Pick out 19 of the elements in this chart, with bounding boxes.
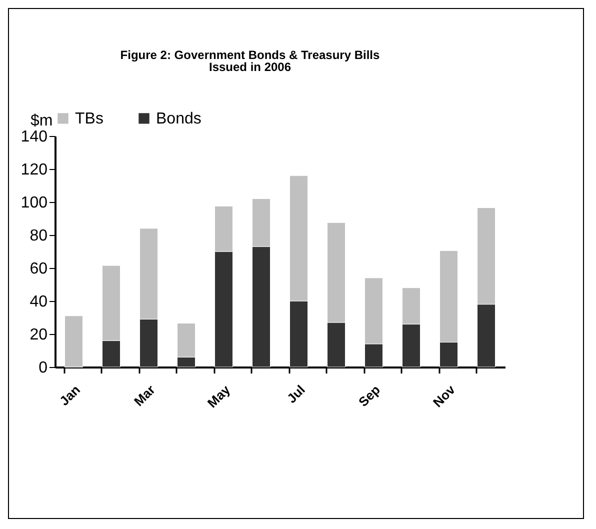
y-axis-title: $m: [30, 112, 53, 130]
y-tick-label: 0: [38, 360, 48, 376]
bar: [64, 316, 83, 368]
legend-label: TBs: [75, 110, 104, 128]
x-tick-label: Nov: [430, 382, 458, 410]
y-tick-label: 120: [20, 162, 48, 178]
x-tick-label: Sep: [355, 382, 383, 410]
x-tick-label: Jul: [284, 382, 308, 406]
y-tick-label: 20: [30, 326, 48, 344]
y-tick-label: 60: [30, 260, 48, 278]
x-tick-label: May: [204, 382, 234, 411]
legend-label: Bonds: [156, 110, 202, 128]
y-tick-label: 40: [30, 294, 48, 310]
y-tick-label: 80: [30, 228, 48, 244]
y-tick-label: 100: [20, 194, 48, 212]
chart-title: Figure 2: Government Bonds & Treasury Bills Issued in 2006: [120, 48, 380, 74]
x-tick-label: Jan: [56, 382, 83, 409]
x-tick-label: Mar: [130, 382, 158, 410]
y-tick-label: 140: [20, 128, 48, 146]
